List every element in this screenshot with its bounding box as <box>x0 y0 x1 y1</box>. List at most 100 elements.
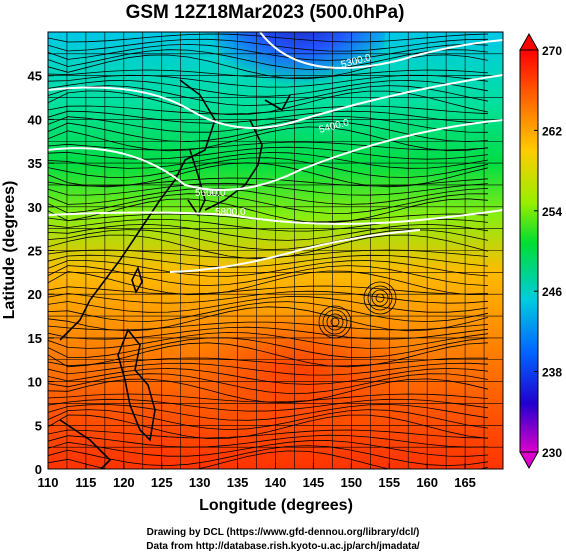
contour-5600 <box>48 119 503 191</box>
y-axis-ticks: 0 5 10 15 20 25 30 35 40 45 <box>28 69 54 477</box>
contour-5400 <box>48 74 503 129</box>
lat-lon-grid <box>48 32 503 469</box>
contour-5300 <box>259 32 503 69</box>
streamline <box>48 126 489 152</box>
x-tick-label: 140 <box>265 475 287 490</box>
y-tick-label: 40 <box>28 112 42 127</box>
streamline <box>48 393 489 403</box>
colorbar-tick-label: 246 <box>542 285 562 299</box>
streamline <box>48 373 489 394</box>
streamline <box>48 296 489 313</box>
vortex-ring <box>363 281 397 315</box>
streamline <box>48 182 489 196</box>
streamline <box>48 398 489 412</box>
streamline <box>48 141 489 151</box>
streamline <box>48 187 489 205</box>
streamline <box>48 121 489 143</box>
streamline <box>48 157 489 178</box>
colorbar-top-arrow <box>519 32 539 51</box>
streamline <box>48 445 489 467</box>
vortex-ring <box>367 285 393 311</box>
credit-drawing: Drawing by DCL (https://www.gfd-dennou.o… <box>146 527 420 538</box>
coastline-asia <box>59 79 216 341</box>
streamline <box>48 337 489 358</box>
x-tick-label: 155 <box>378 475 400 490</box>
streamline <box>48 116 489 133</box>
colorbar-tick-label: 254 <box>542 205 562 219</box>
contour-label-4: 5800.0 <box>215 207 246 218</box>
streamline <box>48 403 489 421</box>
streamline <box>48 69 489 79</box>
x-tick-label: 110 <box>38 475 59 490</box>
streamline <box>48 301 489 323</box>
y-tick-label: 15 <box>28 331 42 346</box>
y-tick-label: 10 <box>28 375 42 390</box>
x-tick-label: 165 <box>454 475 476 490</box>
contour-5800 <box>48 209 503 225</box>
streamline <box>48 434 489 448</box>
x-tick-label: 135 <box>227 475 249 490</box>
vortex-ring <box>326 313 344 331</box>
streamline <box>48 85 489 107</box>
y-tick-label: 25 <box>28 244 42 259</box>
vortex-ring <box>322 309 348 335</box>
streamline <box>48 285 489 295</box>
streamline <box>48 198 489 224</box>
colorbar-tick-label: 262 <box>542 124 562 138</box>
streamline <box>48 290 489 304</box>
colorbar-tick-label: 230 <box>542 446 562 460</box>
streamline <box>48 342 489 368</box>
streamline <box>48 223 489 241</box>
streamline <box>48 306 489 332</box>
streamline <box>48 450 489 469</box>
streamline <box>48 414 489 440</box>
colorbar <box>519 49 539 453</box>
streamline <box>48 270 489 296</box>
streamline <box>48 110 489 124</box>
warm-core <box>190 310 410 430</box>
x-tick-label: 160 <box>416 475 438 490</box>
y-tick-label: 30 <box>28 200 42 215</box>
coastline-philippines <box>117 328 156 442</box>
x-tick-label: 150 <box>340 475 362 490</box>
x-axis-ticks: 110 115 120 125 130 135 140 145 150 155 160 165 <box>38 463 476 490</box>
credit-data: Data from http://database.rish.kyoto-u.a… <box>146 541 420 552</box>
colorbar-tick-label: 238 <box>542 366 562 380</box>
streamline <box>48 254 489 268</box>
x-tick-label: 130 <box>189 475 211 490</box>
y-tick-label: 45 <box>28 69 42 84</box>
coastline-korea <box>187 149 206 217</box>
x-tick-label: 145 <box>303 475 325 490</box>
streamline <box>48 357 489 367</box>
colorbar-ticks: 270 262 254 246 238 230 <box>534 44 562 460</box>
vortex-ring <box>371 289 389 307</box>
x-tick-label: 120 <box>113 475 135 490</box>
streamline <box>48 193 489 214</box>
colorbar-tick-label: 270 <box>542 44 562 58</box>
coastline-borneo <box>59 419 112 469</box>
streamline <box>48 152 489 169</box>
y-tick-label: 5 <box>35 418 42 433</box>
y-tick-label: 35 <box>28 156 42 171</box>
streamline <box>48 79 489 97</box>
x-tick-label: 115 <box>75 475 96 490</box>
coastline-japan <box>204 94 291 211</box>
y-tick-label: 20 <box>28 287 42 302</box>
streamline <box>48 105 489 115</box>
streamline <box>48 429 489 439</box>
streamline <box>48 43 489 61</box>
contour-5800-b <box>169 229 421 273</box>
streamline <box>48 321 489 331</box>
map-title: GSM 12Z18Mar2023 (500.0hPa) <box>125 2 405 23</box>
contour-label-3: 5600.0 <box>195 188 226 199</box>
streamline <box>48 440 489 457</box>
vortex-ring <box>330 317 340 327</box>
streamline <box>48 409 489 431</box>
y-axis-label: Latitude (degrees) <box>1 181 18 320</box>
colorbar-bottom-arrow <box>519 451 539 470</box>
x-axis-label: Longitude (degrees) <box>199 497 353 514</box>
streamline <box>48 146 489 160</box>
coastline-taiwan <box>131 265 143 294</box>
x-tick-label: 125 <box>151 475 173 490</box>
